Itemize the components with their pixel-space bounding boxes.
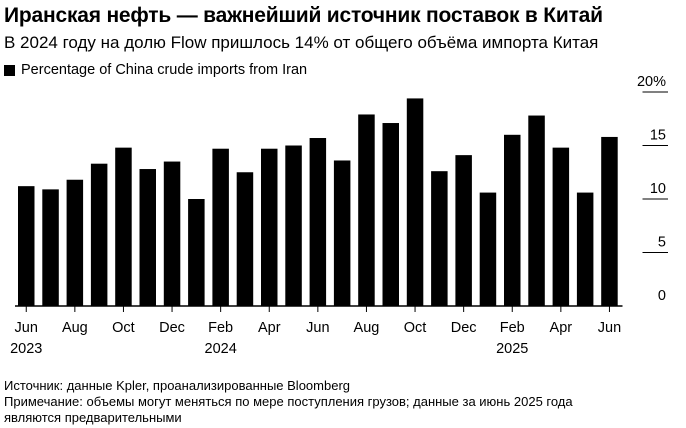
- bar-18: [455, 155, 472, 306]
- y-tick-label-3: 15: [650, 128, 666, 144]
- x-tick-label-7: Aug: [354, 320, 380, 336]
- bar-2: [66, 179, 84, 306]
- bar-0: [18, 186, 35, 306]
- legend-label: Percentage of China crude imports from I…: [21, 62, 308, 78]
- bar-4: [115, 147, 132, 306]
- x-tick-label-8: Oct: [404, 320, 427, 336]
- bar-9: [236, 172, 254, 306]
- y-tick-label-1: 5: [658, 235, 666, 251]
- bar-13: [333, 160, 351, 306]
- bar-20: [504, 134, 521, 306]
- x-tick-label-0: Jun: [15, 320, 38, 336]
- bar-17: [431, 171, 448, 306]
- y-tick-label-0: 0: [658, 288, 666, 304]
- bar-24: [601, 136, 618, 306]
- bar-19: [479, 192, 497, 306]
- y-tick-label-4: 20%: [637, 74, 666, 90]
- x-tick-label-10: Feb: [500, 320, 525, 336]
- footnote-line-1: Примечание: объемы могут меняться по мер…: [4, 394, 573, 409]
- bar-12: [309, 138, 327, 306]
- bar-14: [358, 114, 375, 306]
- x-tick-label-5: Apr: [258, 320, 281, 336]
- x-tick-year-10: 2025: [496, 341, 528, 357]
- bar-chart: 0 5 10 15 20% Jun 2023 Aug Oct Dec Feb 2024 Apr Jun A…: [10, 74, 668, 357]
- bar-21: [528, 115, 545, 306]
- bar-5: [139, 169, 156, 306]
- bar-11: [285, 145, 302, 306]
- x-tick-year-4: 2024: [205, 341, 237, 357]
- bar-22: [552, 147, 570, 306]
- bars: [18, 98, 618, 306]
- y-tick-label-2: 10: [650, 181, 666, 197]
- x-tick-label-6: Jun: [306, 320, 329, 336]
- bar-16: [406, 98, 424, 306]
- bar-8: [212, 148, 229, 306]
- legend-swatch: [4, 64, 15, 76]
- bar-1: [42, 189, 59, 306]
- bar-7: [188, 199, 205, 306]
- bar-6: [163, 161, 181, 306]
- x-tick-label-2: Oct: [112, 320, 135, 336]
- y-axis: 0 5 10 15 20%: [637, 74, 668, 304]
- x-tick-label-1: Aug: [62, 320, 88, 336]
- bar-15: [382, 123, 399, 306]
- x-axis: Jun 2023 Aug Oct Dec Feb 2024 Apr Jun Aug Oct Dec Fe…: [10, 306, 621, 357]
- x-tick-label-9: Dec: [451, 320, 477, 336]
- x-tick-label-11: Apr: [550, 320, 573, 336]
- x-tick-year-0: 2023: [10, 341, 42, 357]
- chart-subtitle: В 2024 году на долю Flow пришлось 14% от…: [4, 33, 599, 52]
- bar-10: [261, 148, 278, 306]
- x-tick-label-12: Jun: [598, 320, 621, 336]
- chart-title: Иранская нефть — важнейший источник пост…: [4, 4, 603, 27]
- x-tick-label-4: Feb: [208, 320, 233, 336]
- x-tick-label-3: Dec: [159, 320, 185, 336]
- footnote-line-2: являются предварительными: [4, 410, 182, 425]
- bar-23: [576, 192, 594, 306]
- footer: Источник: данные Kpler, проанализированн…: [4, 378, 674, 426]
- bar-3: [90, 163, 108, 306]
- source-note: Источник: данные Kpler, проанализированн…: [4, 378, 351, 393]
- legend: Percentage of China crude imports from I…: [4, 62, 307, 78]
